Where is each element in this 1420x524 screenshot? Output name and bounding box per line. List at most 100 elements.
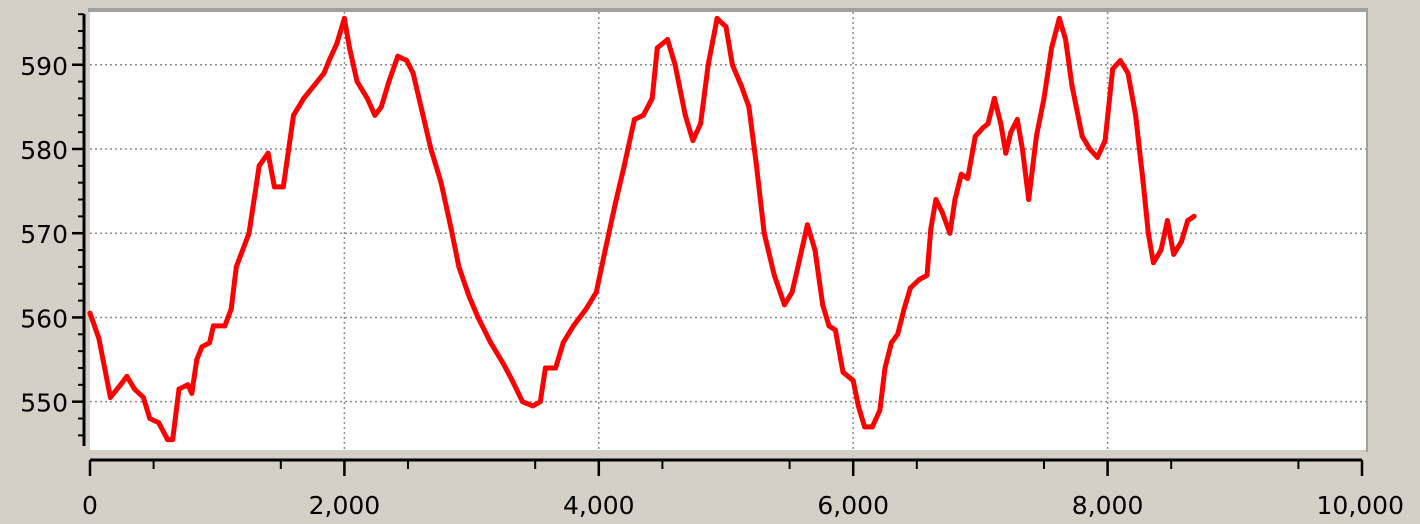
data-point <box>265 150 271 156</box>
data-point <box>698 121 704 127</box>
data-point <box>820 302 826 308</box>
data-point <box>509 378 515 384</box>
x-axis: 0 2,000 4,000 6,000 8,000 10,000 <box>82 460 1404 520</box>
data-point <box>1026 197 1032 202</box>
data-point <box>1041 95 1047 101</box>
data-point <box>771 272 777 278</box>
data-point <box>354 79 360 85</box>
data-point <box>965 176 971 181</box>
data-point <box>705 62 711 68</box>
data-point <box>520 399 525 405</box>
data-point <box>570 323 576 329</box>
data-point <box>419 108 425 114</box>
data-point <box>132 386 137 392</box>
data-point <box>877 407 883 413</box>
data-point <box>222 323 228 329</box>
data-point <box>404 58 410 63</box>
y-tick-label: 580 <box>20 136 68 165</box>
data-point <box>170 437 176 443</box>
data-point <box>1014 117 1020 122</box>
data-point <box>280 184 286 190</box>
data-point <box>850 378 856 384</box>
data-point <box>789 289 795 295</box>
data-point <box>334 41 340 47</box>
data-point <box>156 420 162 426</box>
data-point <box>723 24 729 30</box>
data-point <box>1069 83 1075 89</box>
data-point <box>907 285 913 291</box>
data-point <box>840 369 846 375</box>
data-point <box>185 382 191 388</box>
data-point <box>939 209 945 215</box>
data-point <box>1140 180 1146 186</box>
data-point <box>428 146 434 152</box>
data-point <box>500 361 506 367</box>
data-point <box>118 382 123 388</box>
data-point <box>1171 251 1177 257</box>
data-point <box>233 264 239 270</box>
data-point <box>341 15 347 21</box>
data-point <box>448 226 454 232</box>
data-point <box>862 424 868 430</box>
data-point <box>1033 133 1039 139</box>
data-point <box>410 70 416 76</box>
data-point <box>682 112 688 118</box>
y-tick-label: 590 <box>20 52 68 81</box>
data-point <box>530 403 536 409</box>
data-point <box>832 327 838 333</box>
data-point <box>378 104 384 110</box>
data-point <box>1133 112 1139 118</box>
data-point <box>1158 247 1164 253</box>
data-point <box>583 306 589 312</box>
data-point <box>372 112 378 118</box>
data-point <box>1063 37 1069 42</box>
data-point <box>291 112 296 118</box>
data-point <box>1087 146 1093 152</box>
data-point <box>631 117 637 122</box>
data-point <box>165 437 171 443</box>
data-point <box>612 201 618 207</box>
data-point <box>228 306 234 312</box>
data-point <box>1079 133 1085 139</box>
data-point <box>386 79 392 85</box>
x-tick-label: 8,000 <box>1072 491 1144 520</box>
data-point <box>998 121 1004 127</box>
data-point <box>456 264 462 270</box>
data-point <box>1003 150 1009 156</box>
x-tick-label: 2,000 <box>309 491 381 520</box>
data-point <box>364 95 370 101</box>
data-point <box>560 340 566 346</box>
data-point <box>1145 230 1151 236</box>
data-point <box>1125 70 1131 76</box>
data-point <box>537 399 543 405</box>
data-point <box>928 226 934 232</box>
data-point <box>147 416 153 421</box>
data-point <box>96 336 102 341</box>
x-tick-label: 10,000 <box>1317 491 1404 520</box>
data-point <box>475 314 481 320</box>
data-point <box>311 83 317 89</box>
data-point <box>649 95 655 101</box>
data-point <box>714 15 720 21</box>
data-point <box>991 95 997 101</box>
data-point <box>87 310 93 316</box>
data-point <box>199 344 205 350</box>
grid-lines <box>90 12 1366 450</box>
data-point <box>654 45 660 51</box>
plot-area <box>90 10 1366 450</box>
data-point <box>1094 154 1100 160</box>
data-point <box>542 365 548 371</box>
data-point <box>1150 260 1156 266</box>
x-tick-label: 0 <box>82 491 98 520</box>
data-point <box>690 138 696 144</box>
data-point <box>812 247 818 253</box>
x-tick-label: 4,000 <box>563 491 635 520</box>
data-point <box>869 424 875 430</box>
data-point <box>933 197 939 202</box>
data-point <box>347 45 352 51</box>
data-point <box>438 180 444 186</box>
data-point <box>326 58 332 63</box>
data-point <box>1049 45 1055 51</box>
data-point <box>916 277 922 282</box>
